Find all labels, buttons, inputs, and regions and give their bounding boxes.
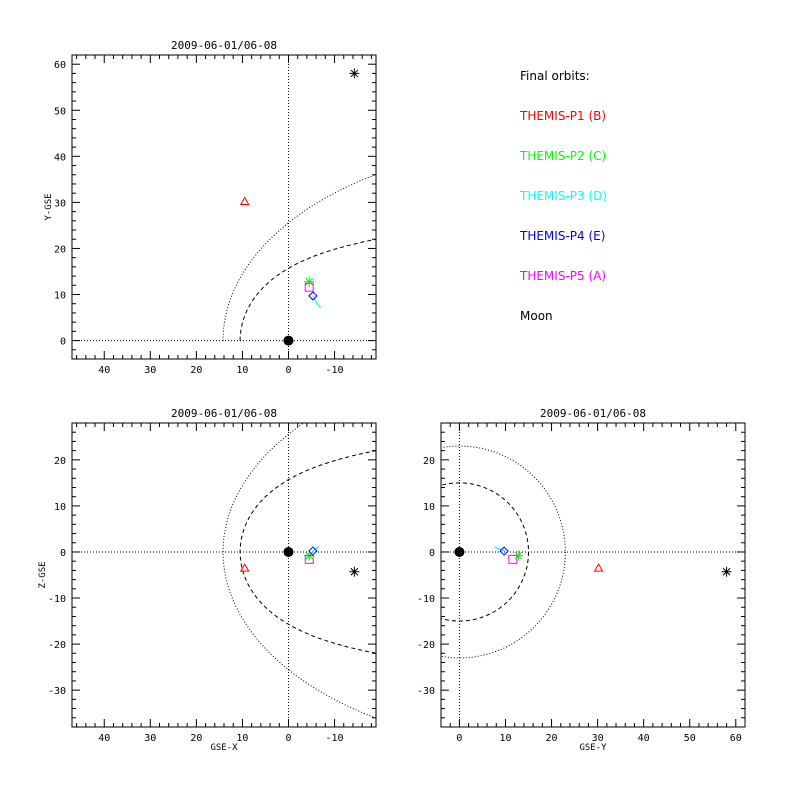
marker-p2 [513,550,524,561]
boundary-curves-xz [72,423,376,727]
y-tick-label: 0 [429,548,435,559]
marker-p5 [508,554,518,564]
bow-shock-curve [222,173,376,341]
x-axis-label-yz: GSE-Y [579,743,607,753]
y-tick-label: 20 [423,456,435,467]
y-tick-label: 40 [54,152,66,163]
boundary-curves-yz [441,423,745,727]
x-tick-label: 20 [190,733,202,744]
x-tick-label: 40 [638,733,650,744]
y-tick-label: 50 [54,106,66,117]
y-tick-label: 10 [423,502,435,513]
legend-item-p5: THEMIS-P5 (A) [519,269,606,283]
x-tick-label: 0 [285,733,291,744]
marker-p1 [593,563,604,572]
y-axis-label-xz: Z-GSE [38,561,48,588]
panel-yz-plot: 2009-06-01/06-08 GSE-Y 0 10 20 30 40 50 60 20 10… [417,407,746,753]
y-tick-label: -30 [417,686,435,697]
x-tick-label: 40 [98,365,110,376]
legend-item-p1: THEMIS-P1 (B) [519,109,606,123]
marker-moon [349,566,360,577]
x-tick-label: 30 [144,733,156,744]
y-tick-label: -20 [417,640,435,651]
y-tick-label: 0 [60,337,66,348]
y-tick-label: -10 [417,594,435,605]
legend-item-p4: THEMIS-P4 (E) [519,229,605,243]
legend-item-p2: THEMIS-P2 (C) [519,149,606,163]
y-tick-label: -30 [48,686,66,697]
track-p3 [312,546,320,552]
x-tick-label: 0 [456,733,462,744]
panel-xz-plot: 2009-06-01/06-08 GSE-X Z-GSE 40 30 20 10 0 -1… [38,407,377,753]
y-tick-label: -10 [48,594,66,605]
marker-p5 [304,554,314,564]
y-tick-label: 0 [60,548,66,559]
x-tick-label: 10 [236,365,248,376]
magnetopause-curve [239,450,376,654]
y-tick-label: 10 [54,291,66,302]
bow-shock-curve [222,423,376,719]
earth-marker [454,546,465,557]
magnetopause-cross-section [441,482,529,622]
legend-item-moon: Moon [520,309,553,323]
x-axis-label-xz: GSE-X [210,743,238,753]
x-tick-label: 10 [236,733,248,744]
x-tick-label: 50 [684,733,696,744]
y-tick-label: -20 [48,640,66,651]
y-tick-label: 20 [54,456,66,467]
marker-moon [721,566,732,577]
x-tick-label: 30 [592,733,604,744]
plot-frame-xy [71,54,377,360]
spacecraft-markers-yz [454,546,732,577]
earth-marker [283,546,294,557]
earth-marker [283,335,294,346]
plot-frame-yz [440,422,746,728]
plot-title-yz: 2009-06-01/06-08 [540,407,646,420]
x-tick-label: 0 [285,365,291,376]
ticks-yz: 0 10 20 30 40 50 60 20 10 0 -10 -20 -30 [417,422,746,744]
y-tick-label: 10 [54,502,66,513]
marker-p2 [304,276,315,287]
ticks-xy: 40 30 20 10 0 -10 0 10 20 30 40 50 60 [54,54,376,376]
x-tick-label: 60 [730,733,742,744]
legend-title: Final orbits: [520,69,590,83]
panel-xy-plot: 2009-06-01/06-08 Y-GSE 40 30 20 10 0 -10 0 10 20… [44,39,377,376]
x-tick-label: 20 [190,365,202,376]
track-p3 [494,546,505,552]
bow-shock-cross-section [441,445,566,659]
marker-p1 [239,563,250,572]
marker-p4 [308,291,318,301]
x-tick-label: 30 [144,365,156,376]
marker-moon [349,68,360,79]
y-tick-label: 20 [54,244,66,255]
track-p3 [312,295,322,309]
y-tick-label: 60 [54,60,66,71]
marker-p4 [499,546,509,556]
legend-item-p3: THEMIS-P3 (D) [519,189,607,203]
x-tick-label: -10 [326,733,344,744]
boundary-curves-xy [72,55,376,359]
plot-title-xy: 2009-06-01/06-08 [171,39,277,52]
plot-title-xz: 2009-06-01/06-08 [171,407,277,420]
legend: Final orbits: THEMIS-P1 (B) THEMIS-P2 (C… [519,69,607,323]
x-tick-label: -10 [326,365,344,376]
marker-p5 [304,282,314,292]
x-tick-label: 20 [546,733,558,744]
marker-p1 [239,196,250,205]
spacecraft-markers-xz [239,546,360,577]
y-tick-label: 30 [54,198,66,209]
magnetopause-curve [239,238,376,341]
spacecraft-markers-xy [239,68,360,346]
plot-frame-xz [71,422,377,728]
x-tick-label: 40 [98,733,110,744]
x-tick-label: 10 [499,733,511,744]
ticks-xz: 40 30 20 10 0 -10 20 10 0 -10 -20 -30 [48,422,376,744]
y-axis-label-xy: Y-GSE [44,193,54,220]
